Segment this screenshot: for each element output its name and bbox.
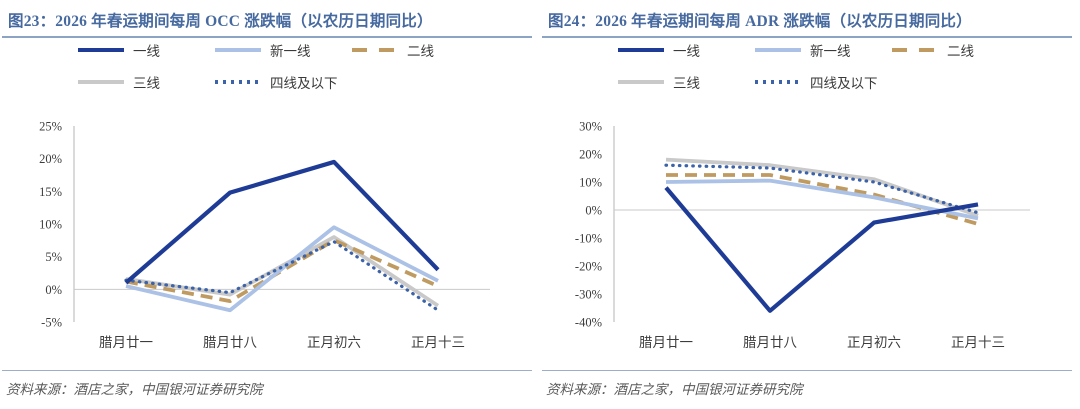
x-axis-label: 腊月廿八 [203, 335, 257, 350]
series-line-1 [665, 178, 979, 221]
chart-title: 图24：2026 年春运期间每周 ADR 涨跌幅（以农历日期同比） [542, 7, 1072, 38]
y-axis-tick-label: 10% [39, 218, 62, 232]
legend-item-0: 一线 [78, 40, 215, 59]
legend-swatch-dotted [755, 79, 801, 84]
legend-label: 新一线 [810, 43, 851, 59]
legend-swatch-dashed [352, 47, 398, 52]
series-line-2 [666, 173, 979, 226]
y-axis-tick-label: 10% [579, 176, 602, 190]
legend-item-2: 二线 [892, 40, 1042, 59]
y-axis-tick-label: 0% [45, 283, 62, 297]
y-axis-tick-label: 0% [585, 204, 602, 218]
legend-swatch-dotted [215, 79, 261, 84]
x-axis-label: 腊月廿一 [99, 335, 153, 350]
chart-legend: 一线 新一线 二线三线 四线及以下 [78, 40, 502, 91]
legend-item-4: 四线及以下 [755, 72, 892, 91]
legend-item-1: 新一线 [755, 40, 892, 59]
legend-swatch-solid [78, 79, 124, 84]
legend-label: 四线及以下 [810, 75, 878, 91]
occ-line-chart: 25% 20% 15% 10% 5% 0% -5% 腊月廿一 腊月廿八 正月初六 正月十三 [39, 120, 490, 350]
y-axis-tick-label: -10% [575, 232, 602, 246]
y-axis-tick-label: 30% [579, 120, 602, 134]
y-axis-tick-label: 5% [45, 250, 62, 264]
legend-item-3: 三线 [618, 72, 755, 91]
legend-label: 一线 [133, 43, 160, 59]
series-line-4 [124, 240, 440, 312]
legend-item-1: 新一线 [215, 40, 352, 59]
x-axis-label: 正月十三 [951, 335, 1005, 350]
legend-item-4: 四线及以下 [215, 72, 352, 91]
legend-label: 三线 [673, 75, 700, 91]
x-axis-label: 正月十三 [411, 335, 465, 350]
legend-swatch-solid [755, 47, 801, 52]
legend-item-2: 二线 [352, 40, 502, 59]
x-axis-label: 腊月廿八 [743, 335, 797, 350]
series-line-0 [124, 159, 440, 285]
chart-title: 图23：2026 年春运期间每周 OCC 涨跌幅（以农历日期同比） [2, 7, 532, 38]
y-axis-tick-label: -5% [41, 316, 62, 330]
series-line-0 [664, 186, 979, 313]
legend-label: 二线 [947, 43, 974, 59]
y-axis-tick-label: 15% [39, 185, 62, 199]
legend-label: 一线 [673, 43, 700, 59]
y-axis-tick-label: -30% [575, 288, 602, 302]
legend-item-3: 三线 [78, 72, 215, 91]
chart-panel-adr: 图24：2026 年春运期间每周 ADR 涨跌幅（以农历日期同比） 一线 新一线 二… [540, 0, 1080, 409]
chart-legend: 一线 新一线 二线三线 四线及以下 [618, 40, 1042, 91]
legend-label: 四线及以下 [270, 75, 338, 91]
source-note: 资料来源：酒店之家，中国银河证券研究院 [542, 370, 1072, 398]
y-axis-tick-label: 20% [579, 148, 602, 162]
x-axis-label: 正月初六 [847, 334, 901, 350]
y-axis-tick-label: -20% [575, 260, 602, 274]
x-axis-label: 腊月廿一 [639, 335, 693, 350]
adr-line-chart: 30% 20% 10% 0% -10% -20% -30% -40% 腊月廿一 腊月廿八 正月初六 正… [575, 120, 1030, 350]
legend-swatch-solid [618, 79, 664, 84]
series-line-4 [664, 163, 980, 215]
legend-swatch-solid [618, 47, 664, 52]
x-axis-label: 正月初六 [307, 334, 361, 350]
legend-item-0: 一线 [618, 40, 755, 59]
legend-swatch-solid [215, 47, 261, 52]
legend-swatch-dashed [892, 47, 938, 52]
y-axis-tick-label: 25% [39, 120, 62, 134]
legend-label: 三线 [133, 75, 160, 91]
legend-label: 二线 [407, 43, 434, 59]
legend-label: 新一线 [270, 43, 311, 59]
chart-panel-occ: 图23：2026 年春运期间每周 OCC 涨跌幅（以农历日期同比） 一线 新一线 二… [2, 7, 532, 398]
y-axis-tick-label: -40% [575, 316, 602, 330]
y-axis-tick-label: 20% [39, 152, 62, 166]
source-note: 资料来源：酒店之家，中国银河证券研究院 [2, 370, 532, 398]
legend-swatch-solid [78, 47, 124, 52]
